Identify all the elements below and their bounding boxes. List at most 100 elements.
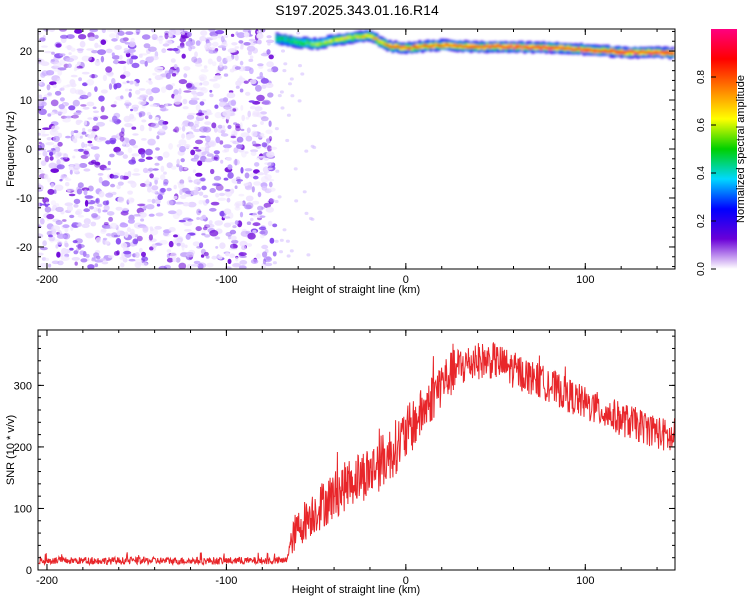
signal-cell bbox=[377, 39, 382, 43]
noise-blob bbox=[187, 121, 194, 127]
noise-blob bbox=[144, 60, 148, 67]
noise-blob bbox=[224, 189, 231, 192]
noise-blob bbox=[97, 173, 104, 176]
signal-cell bbox=[534, 46, 538, 51]
noise-blob bbox=[234, 185, 238, 189]
signal-cell bbox=[332, 39, 336, 42]
signal-cell bbox=[496, 44, 500, 47]
noise-blob bbox=[265, 206, 274, 213]
noise-blob bbox=[151, 185, 159, 191]
noise-blob bbox=[195, 226, 202, 232]
signal-cell bbox=[466, 46, 470, 49]
noise-blob bbox=[223, 73, 229, 77]
noise-blob bbox=[202, 194, 209, 198]
noise-blob bbox=[190, 97, 200, 101]
signal-cell bbox=[275, 38, 279, 41]
noise-blob bbox=[94, 153, 100, 159]
noise-blob bbox=[148, 78, 152, 81]
noise-blob bbox=[82, 251, 87, 257]
noise-blob bbox=[208, 29, 216, 32]
noise-blob bbox=[62, 224, 70, 229]
noise-blob bbox=[171, 73, 177, 77]
noise-blob bbox=[38, 31, 42, 35]
noise-blob bbox=[241, 245, 247, 251]
noise-blob bbox=[83, 189, 88, 196]
noise-blob bbox=[73, 67, 77, 72]
noise-blob bbox=[68, 105, 76, 111]
noise-blob bbox=[236, 144, 243, 150]
noise-blob bbox=[179, 145, 186, 153]
noise-blob bbox=[107, 73, 114, 77]
noise-blob bbox=[248, 67, 254, 75]
noise-blob bbox=[213, 175, 222, 181]
noise-blob bbox=[84, 199, 89, 207]
x-tick-label: -100 bbox=[215, 575, 237, 587]
noise-blob bbox=[193, 146, 199, 150]
noise-blob bbox=[271, 66, 279, 73]
signal-cell bbox=[520, 46, 524, 49]
noise-blob bbox=[236, 179, 243, 182]
noise-blob bbox=[93, 116, 99, 121]
noise-blob bbox=[178, 262, 187, 269]
signal-cell bbox=[318, 42, 322, 45]
noise-blob bbox=[122, 154, 128, 159]
noise-blob bbox=[120, 242, 128, 249]
noise-blob bbox=[234, 158, 238, 166]
signal-cell bbox=[639, 51, 643, 56]
noise-blob bbox=[74, 29, 83, 34]
noise-blob bbox=[57, 141, 63, 147]
noise-blob bbox=[190, 264, 200, 267]
noise-blob bbox=[108, 216, 113, 222]
signal-cell bbox=[488, 46, 492, 49]
signal-cell bbox=[418, 46, 422, 49]
noise-blob bbox=[105, 48, 113, 54]
noise-blob bbox=[100, 228, 107, 233]
noise-blob bbox=[77, 214, 85, 218]
noise-blob bbox=[195, 139, 203, 145]
noise-blob bbox=[223, 34, 229, 39]
noise-blob bbox=[94, 161, 101, 168]
noise-blob bbox=[47, 188, 55, 195]
noise-blob bbox=[198, 210, 202, 213]
noise-blob bbox=[124, 172, 129, 177]
noise-blob bbox=[187, 201, 197, 208]
signal-cell bbox=[342, 37, 347, 40]
noise-blob bbox=[132, 145, 139, 149]
signal-cell bbox=[585, 49, 589, 52]
noise-blob bbox=[147, 199, 152, 203]
noise-blob bbox=[58, 104, 65, 110]
noise-blob bbox=[257, 63, 264, 67]
signal-cell bbox=[582, 48, 586, 51]
noise-blob bbox=[172, 47, 179, 52]
noise-blob bbox=[257, 205, 264, 211]
signal-cell bbox=[412, 45, 417, 48]
noise-blob bbox=[102, 74, 107, 82]
noise-blob bbox=[261, 84, 267, 89]
signal-cell bbox=[442, 42, 446, 47]
noise-blob bbox=[60, 157, 67, 160]
noise-blob bbox=[170, 252, 177, 259]
noise-blob bbox=[228, 247, 238, 251]
noise-blob bbox=[222, 144, 232, 149]
noise-blob bbox=[233, 122, 238, 125]
noise-blob bbox=[72, 240, 78, 244]
noise-blob bbox=[212, 41, 219, 47]
noise-blob bbox=[178, 219, 186, 223]
noise-blob bbox=[286, 113, 291, 117]
signal-cell bbox=[531, 46, 535, 49]
signal-cell bbox=[283, 37, 287, 42]
noise-blob bbox=[38, 252, 44, 256]
noise-blob bbox=[69, 87, 77, 94]
noise-blob bbox=[51, 260, 60, 265]
noise-blob bbox=[86, 101, 95, 107]
noise-blob bbox=[184, 244, 188, 249]
signal-cell bbox=[587, 48, 592, 52]
noise-blob bbox=[162, 151, 170, 158]
snr-x-axis: -200 -100 0 100 bbox=[36, 330, 658, 587]
noise-blob bbox=[209, 188, 216, 193]
noise-blob bbox=[275, 169, 280, 173]
noise-blob bbox=[84, 143, 88, 148]
noise-blob bbox=[265, 129, 273, 135]
noise-blob bbox=[141, 256, 149, 262]
signal-cell bbox=[372, 37, 376, 40]
